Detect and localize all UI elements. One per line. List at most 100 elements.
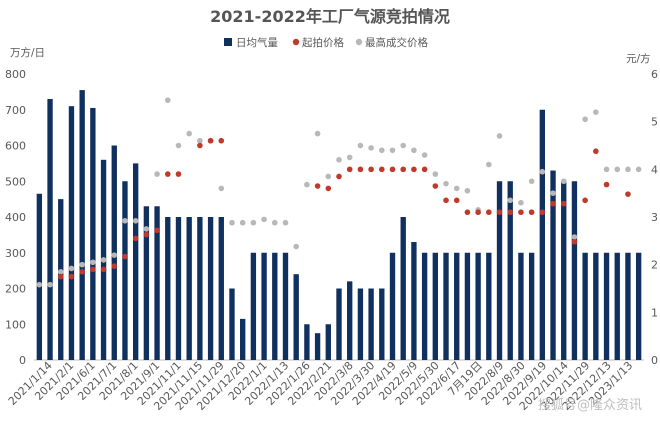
volume-bar-56: [635, 252, 642, 360]
max-price-point-37: [432, 171, 439, 177]
volume-bar-55: [625, 252, 631, 360]
max-price-point-21: [261, 216, 267, 223]
left-tick-label-8: 800: [5, 68, 26, 81]
right-tick-label-2: 2: [651, 259, 658, 272]
left-axis-unit: 万方/日: [10, 46, 45, 59]
volume-bar-37: [432, 252, 438, 360]
start-price-point-4: [79, 269, 85, 275]
max-price-point-26: [314, 130, 321, 137]
chart-title: 2021-2022年工厂气源竞拍情况: [210, 7, 450, 26]
watermark: 搜狐号@隆众资讯: [538, 398, 642, 413]
max-price-point-38: [443, 180, 449, 187]
volume-bar-28: [336, 288, 342, 360]
volume-bar-23: [282, 252, 289, 360]
volume-bar-8: [122, 181, 128, 360]
volume-bar-41: [475, 252, 481, 360]
start-price-point-5: [90, 266, 96, 273]
max-price-point-17: [218, 185, 225, 192]
right-tick-label-5: 5: [651, 116, 658, 129]
max-price-point-9: [132, 218, 139, 224]
volume-bar-36: [421, 252, 428, 360]
start-price-point-29: [346, 166, 353, 173]
volume-bar-27: [325, 324, 331, 360]
max-price-point-23: [282, 219, 289, 226]
volume-bar-51: [582, 252, 588, 360]
max-price-point-3: [68, 265, 75, 272]
max-price-point-29: [346, 154, 353, 161]
start-price-point-48: [550, 200, 556, 207]
max-price-point-14: [186, 130, 192, 137]
volume-bar-40: [464, 252, 471, 360]
max-price-points: [36, 97, 642, 288]
volume-bar-35: [411, 242, 417, 360]
volume-bar-2: [58, 199, 64, 360]
max-price-point-53: [603, 166, 610, 173]
legend-label-max-price: 最高成交价格: [365, 36, 428, 49]
start-price-point-6: [100, 266, 107, 273]
max-price-point-2: [57, 269, 64, 275]
legend-label-volume: 日均气量: [236, 36, 278, 49]
volume-bar-34: [400, 217, 406, 360]
volume-bar-49: [561, 181, 567, 360]
max-price-point-48: [550, 190, 556, 196]
max-price-point-39: [453, 185, 460, 192]
max-price-point-19: [239, 219, 246, 226]
max-price-point-33: [389, 147, 396, 154]
right-tick-label-3: 3: [651, 211, 658, 224]
max-price-point-36: [421, 152, 428, 158]
max-price-point-20: [250, 219, 257, 226]
right-tick-label-0: 0: [651, 354, 658, 367]
start-price-point-53: [603, 181, 610, 188]
start-price-point-52: [593, 148, 599, 155]
max-price-point-18: [229, 219, 235, 226]
max-price-point-31: [368, 145, 374, 151]
start-price-point-2: [57, 273, 64, 280]
volume-bar-20: [250, 252, 257, 360]
max-price-point-6: [100, 257, 107, 263]
max-price-point-54: [614, 166, 621, 173]
volume-bar-10: [143, 206, 150, 360]
start-price-point-37: [432, 183, 439, 189]
start-price-point-50: [571, 238, 578, 245]
left-tick-label-4: 400: [5, 211, 26, 224]
start-price-point-15: [197, 142, 203, 149]
volume-bars: [36, 90, 642, 361]
volume-bar-13: [175, 217, 182, 360]
start-price-point-41: [475, 209, 481, 216]
start-price-point-26: [314, 183, 321, 189]
max-price-point-0: [36, 281, 43, 288]
left-tick-label-5: 500: [5, 175, 26, 188]
start-price-point-10: [143, 231, 150, 238]
start-price-point-33: [389, 166, 396, 173]
volume-bar-18: [229, 288, 235, 360]
start-price-point-44: [507, 209, 514, 216]
start-price-point-42: [486, 209, 492, 216]
volume-bar-26: [314, 333, 321, 360]
volume-bar-3: [68, 106, 75, 360]
legend-swatch-start-price: [292, 38, 300, 46]
volume-bar-50: [571, 181, 578, 360]
start-price-point-3: [68, 273, 75, 280]
start-price-point-35: [411, 166, 417, 173]
start-price-point-16: [207, 137, 214, 144]
volume-bar-53: [603, 252, 610, 360]
volume-bar-4: [79, 90, 85, 361]
volume-bar-46: [528, 252, 535, 360]
max-price-point-52: [593, 109, 599, 115]
left-tick-label-1: 100: [5, 318, 26, 331]
legend-swatch-bar: [224, 38, 232, 46]
max-price-point-34: [400, 142, 407, 149]
volume-bar-44: [507, 181, 513, 360]
volume-bar-12: [165, 217, 171, 360]
volume-bar-43: [496, 181, 503, 360]
start-price-point-49: [560, 200, 567, 207]
right-axis-unit: 元/方: [626, 52, 651, 65]
max-price-point-46: [528, 178, 535, 185]
volume-bar-22: [272, 252, 278, 360]
start-price-point-40: [464, 209, 471, 216]
volume-bar-17: [218, 217, 224, 360]
max-price-point-49: [560, 178, 567, 185]
start-price-point-28: [336, 173, 342, 180]
volume-bar-33: [389, 252, 396, 360]
max-price-point-12: [164, 97, 171, 104]
